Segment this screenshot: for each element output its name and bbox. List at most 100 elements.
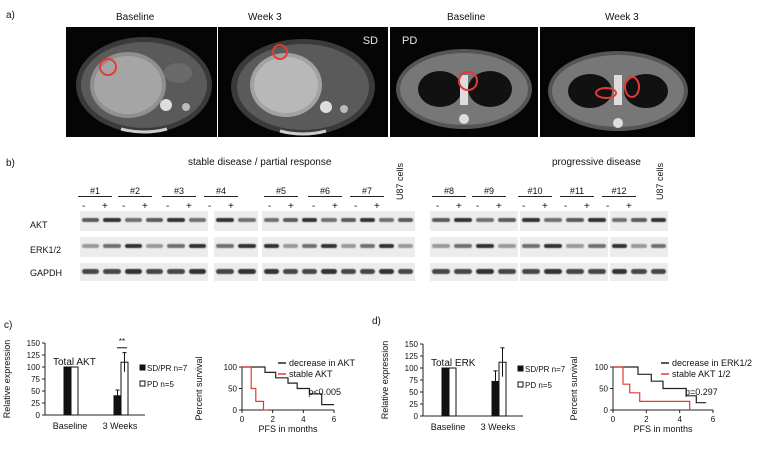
plus-label: +: [186, 201, 192, 212]
row-label-erk: ERK1/2: [30, 245, 62, 255]
legend-label: PD n=5: [147, 380, 174, 389]
y-tick-label: 0: [604, 406, 609, 415]
blot-band: [359, 244, 375, 248]
survival-curve: [613, 366, 691, 410]
panel-c-letter: c): [4, 320, 13, 331]
sample-number: #10: [518, 186, 552, 197]
x-category-label: 3 Weeks: [103, 421, 138, 431]
survival-curve: [242, 366, 269, 411]
y-axis-label: Percent survival: [569, 356, 579, 420]
plus-label: +: [456, 201, 462, 212]
blot-band: [302, 218, 318, 222]
blot-strip: [520, 237, 608, 257]
blot-band: [612, 218, 628, 222]
sample-header: #10: [518, 186, 552, 197]
blot-band: [631, 218, 647, 222]
sample-number: #5: [264, 186, 298, 197]
control-label-1: U87 cells: [395, 162, 405, 200]
km-chart-akt: 0 50 100 0 2 4 6 PFS in months Percent survival d…: [194, 356, 356, 434]
blot-band: [378, 244, 394, 248]
sample-number: #3: [162, 186, 196, 197]
blot-band: [103, 218, 121, 222]
blot-band: [588, 269, 606, 274]
x-axis-label: PFS in months: [633, 424, 693, 434]
ct-liver-scan-1: [76, 37, 212, 134]
row-label-gapdh: GAPDH: [30, 268, 63, 278]
sample-number: #6: [308, 186, 342, 197]
blot-band: [476, 218, 494, 222]
x-tick-label: 0: [611, 415, 616, 424]
y-tick-label: 50: [599, 385, 608, 394]
p-value: p<0.005: [308, 387, 341, 397]
panel-a-letter: a): [6, 10, 15, 21]
minus-label: -: [208, 201, 212, 212]
legend-label: decrease in ERK1/2: [672, 358, 752, 368]
blot-band: [397, 244, 413, 248]
legend-label: PD n=5: [525, 381, 552, 390]
plus-label: +: [626, 201, 632, 212]
x-tick-label: 2: [644, 415, 649, 424]
bar-chart-total-erk: Total ERK 0 25 50 75 100 125 150 Relative expres…: [380, 340, 566, 432]
blot-band: [167, 244, 185, 248]
blot-band: [498, 244, 516, 248]
blot-band: [82, 269, 100, 274]
x-category-label: 3 Weeks: [481, 422, 516, 432]
ct-label-3: Baseline: [447, 12, 486, 23]
x-tick-label: 6: [711, 415, 716, 424]
blot-strip: [80, 237, 208, 257]
legend-label: decrease in AKT: [289, 358, 356, 368]
plus-label: +: [142, 201, 148, 212]
minus-label: -: [312, 201, 316, 212]
blot-strip: [610, 263, 668, 281]
blot-band: [544, 244, 562, 248]
x-tick-label: 2: [270, 415, 275, 424]
blot-band: [216, 244, 234, 248]
sample-number: #8: [432, 186, 466, 197]
plus-label: +: [496, 201, 502, 212]
blot-band: [397, 218, 413, 222]
blot-band: [432, 269, 450, 274]
blot-band: [340, 244, 356, 248]
minus-label: -: [436, 201, 440, 212]
sample-header: #4: [204, 186, 238, 197]
blot-band: [321, 244, 337, 248]
blot-band: [188, 244, 206, 248]
plus-label: +: [102, 201, 108, 212]
legend-label: stable AKT 1/2: [672, 369, 730, 379]
blot-band: [167, 218, 185, 222]
control-label-2: U87 cells: [655, 162, 665, 200]
blot-band: [378, 269, 394, 274]
blot-band: [283, 269, 299, 274]
blot-strip: [262, 211, 415, 231]
legend-label: SD/PR n=7: [525, 365, 566, 374]
blot-strip: [430, 263, 518, 281]
blot-band: [82, 218, 100, 222]
blot-band: [216, 218, 234, 222]
y-axis-label: Relative expression: [2, 340, 12, 419]
blot-band: [238, 218, 256, 222]
blot-band: [124, 269, 142, 274]
blot-strip: [262, 263, 415, 281]
bar: [70, 366, 79, 416]
blot-band: [650, 244, 666, 248]
sample-header: #12: [602, 186, 636, 197]
ct-image-pd-baseline: PD: [390, 27, 538, 137]
blot-band: [321, 269, 337, 274]
y-tick-label: 100: [405, 364, 419, 373]
ct-tag-pd: PD: [402, 35, 418, 47]
plus-label: +: [288, 201, 294, 212]
sample-header: #9: [472, 186, 506, 197]
blot-band: [82, 244, 100, 248]
ct-liver-scan-2: [231, 39, 375, 136]
blot-band: [238, 244, 256, 248]
blot-band: [238, 269, 256, 274]
significance-marker: **: [119, 337, 125, 346]
y-axis-label: Percent survival: [194, 356, 204, 420]
blot-strip: [520, 211, 608, 231]
x-tick-label: 6: [332, 415, 337, 424]
y-tick-label: 100: [27, 363, 41, 372]
km-plot: 0 50 100 0 2 4 6 PFS in months Percent survival d…: [194, 356, 356, 434]
blot-band: [302, 244, 318, 248]
y-tick-label: 100: [224, 363, 238, 372]
blot-band: [650, 218, 666, 222]
